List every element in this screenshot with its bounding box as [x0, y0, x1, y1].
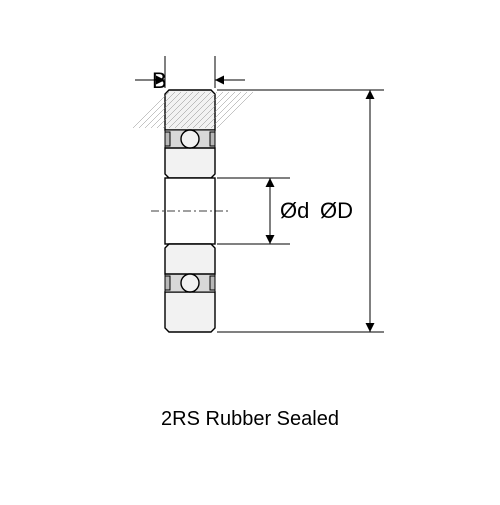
- diagram-caption: 2RS Rubber Sealed: [0, 408, 500, 431]
- inner-diameter-label: Ød: [280, 198, 309, 224]
- outer-diameter-label: ØD: [320, 198, 353, 224]
- width-dimension-label: B: [152, 68, 167, 94]
